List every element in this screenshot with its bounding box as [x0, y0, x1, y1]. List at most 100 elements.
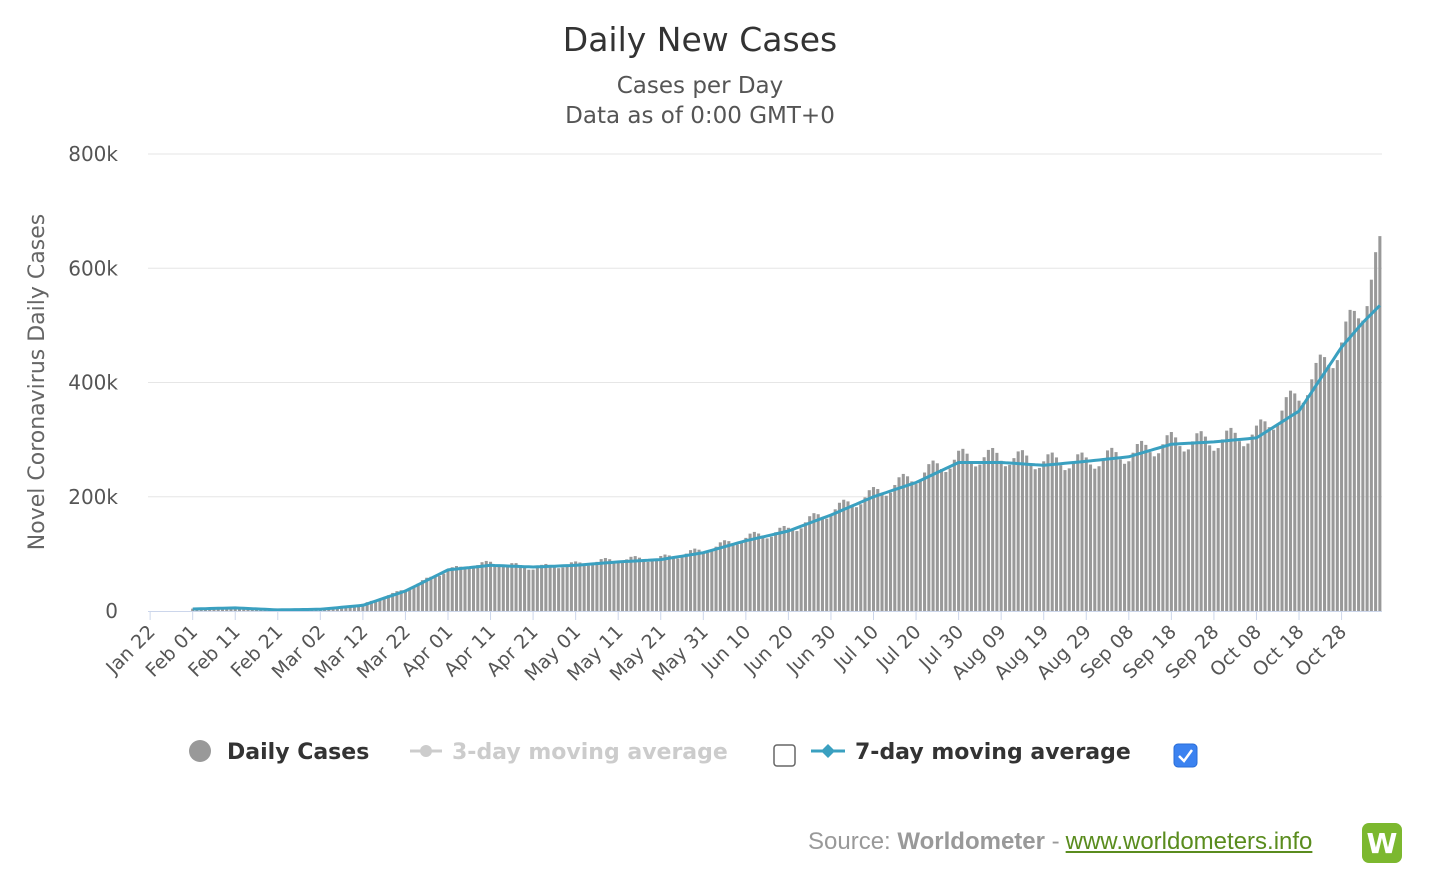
daily-case-bar[interactable] — [416, 583, 420, 611]
daily-case-bar[interactable] — [1203, 436, 1207, 611]
daily-case-bar[interactable] — [706, 552, 710, 611]
daily-case-bar[interactable] — [352, 605, 356, 611]
daily-case-bar[interactable] — [744, 537, 748, 611]
daily-case-bar[interactable] — [808, 516, 812, 611]
daily-case-bar[interactable] — [463, 568, 467, 611]
daily-case-bar[interactable] — [774, 532, 778, 611]
daily-case-bar[interactable] — [897, 477, 901, 611]
daily-case-bar[interactable] — [1037, 467, 1041, 611]
daily-case-bar[interactable] — [408, 588, 412, 611]
daily-case-bar[interactable] — [535, 567, 539, 611]
daily-case-bar[interactable] — [1063, 470, 1067, 611]
daily-case-bar[interactable] — [1378, 236, 1382, 611]
daily-case-bar[interactable] — [961, 448, 965, 611]
daily-case-bar[interactable] — [527, 569, 531, 611]
daily-case-bar[interactable] — [1088, 464, 1093, 611]
daily-case-bar[interactable] — [1233, 432, 1237, 611]
daily-case-bar[interactable] — [1335, 360, 1339, 611]
daily-case-bar[interactable] — [1165, 435, 1169, 611]
daily-case-bar[interactable] — [1212, 450, 1216, 611]
daily-case-bar[interactable] — [701, 552, 705, 611]
daily-case-bar[interactable] — [612, 561, 616, 611]
daily-case-bar[interactable] — [757, 533, 761, 611]
daily-case-bar[interactable] — [1067, 468, 1071, 611]
daily-case-bar[interactable] — [833, 509, 837, 611]
daily-case-bar[interactable] — [569, 562, 573, 611]
daily-case-bar[interactable] — [1314, 362, 1318, 611]
daily-case-bar[interactable] — [1144, 444, 1148, 611]
daily-case-bar[interactable] — [523, 567, 527, 611]
daily-case-bar[interactable] — [782, 525, 786, 611]
daily-case-bar[interactable] — [1127, 461, 1131, 611]
daily-case-bar[interactable] — [671, 557, 676, 611]
daily-case-bar[interactable] — [420, 580, 424, 611]
daily-case-bar[interactable] — [820, 517, 824, 611]
daily-case-bar[interactable] — [1118, 459, 1122, 611]
daily-case-bar[interactable] — [1216, 448, 1220, 611]
daily-case-bar[interactable] — [689, 550, 693, 611]
daily-case-bar[interactable] — [650, 561, 654, 611]
daily-case-bar[interactable] — [876, 489, 880, 611]
daily-case-bar[interactable] — [544, 563, 548, 611]
daily-case-bar[interactable] — [552, 567, 556, 611]
daily-case-bar[interactable] — [437, 575, 442, 611]
daily-case-bar[interactable] — [1016, 451, 1020, 611]
daily-case-bar[interactable] — [480, 562, 484, 611]
daily-case-bar[interactable] — [965, 453, 969, 611]
daily-case-bar[interactable] — [978, 464, 982, 611]
daily-case-bar[interactable] — [1284, 397, 1288, 611]
daily-case-bar[interactable] — [425, 577, 429, 611]
daily-case-bar[interactable] — [1182, 451, 1186, 611]
daily-case-bar[interactable] — [433, 576, 437, 611]
daily-case-bar[interactable] — [1344, 321, 1348, 611]
daily-case-bar[interactable] — [1306, 395, 1310, 611]
legend-item-daily-cases[interactable]: Daily Cases — [189, 740, 369, 765]
daily-case-bar[interactable] — [1076, 454, 1080, 611]
daily-case-bar[interactable] — [952, 459, 956, 611]
daily-case-bar[interactable] — [850, 505, 854, 611]
daily-case-bar[interactable] — [616, 562, 620, 611]
daily-case-bar[interactable] — [518, 565, 522, 611]
seven-day-average-line[interactable] — [192, 304, 1381, 612]
daily-case-bar[interactable] — [561, 567, 565, 611]
daily-case-bar[interactable] — [531, 569, 535, 611]
daily-case-bar[interactable] — [1131, 452, 1135, 611]
daily-case-bar[interactable] — [629, 556, 633, 611]
daily-case-bar[interactable] — [999, 460, 1003, 611]
daily-case-bar[interactable] — [986, 449, 990, 611]
daily-case-bar[interactable] — [786, 527, 790, 611]
daily-case-bar[interactable] — [684, 553, 688, 611]
daily-case-bar[interactable] — [1246, 443, 1250, 611]
daily-case-bar[interactable] — [1123, 463, 1127, 611]
daily-case-bar[interactable] — [867, 490, 871, 611]
daily-case-bar[interactable] — [1254, 425, 1259, 611]
daily-case-bar[interactable] — [1029, 463, 1033, 611]
daily-case-bar[interactable] — [446, 569, 450, 611]
daily-case-bar[interactable] — [1012, 458, 1016, 611]
daily-case-bar[interactable] — [191, 608, 195, 611]
daily-case-bar[interactable] — [625, 559, 629, 611]
daily-case-bar[interactable] — [846, 501, 850, 611]
daily-case-bar[interactable] — [1140, 440, 1144, 611]
daily-case-bar[interactable] — [1174, 437, 1178, 611]
daily-case-bar[interactable] — [1369, 279, 1373, 611]
daily-case-bar[interactable] — [923, 472, 927, 611]
daily-case-bar[interactable] — [910, 481, 914, 611]
daily-case-bar[interactable] — [842, 499, 846, 611]
daily-case-bar[interactable] — [1259, 419, 1263, 611]
daily-case-bar[interactable] — [399, 590, 403, 611]
daily-case-bar[interactable] — [540, 564, 544, 611]
daily-case-bar[interactable] — [969, 461, 973, 611]
daily-case-bar[interactable] — [829, 515, 833, 611]
daily-case-bar[interactable] — [578, 562, 582, 611]
daily-case-bar[interactable] — [1157, 453, 1161, 611]
daily-case-bar[interactable] — [778, 527, 782, 611]
daily-case-bar[interactable] — [1071, 461, 1076, 611]
daily-case-bar[interactable] — [489, 561, 493, 611]
daily-case-bar[interactable] — [1297, 400, 1301, 611]
daily-case-bar[interactable] — [871, 487, 876, 611]
daily-case-bar[interactable] — [676, 558, 680, 611]
legend-item-3-day-average[interactable]: 3-day moving average — [410, 740, 796, 767]
daily-case-bar[interactable] — [403, 589, 407, 611]
daily-case-bar[interactable] — [1080, 452, 1084, 611]
